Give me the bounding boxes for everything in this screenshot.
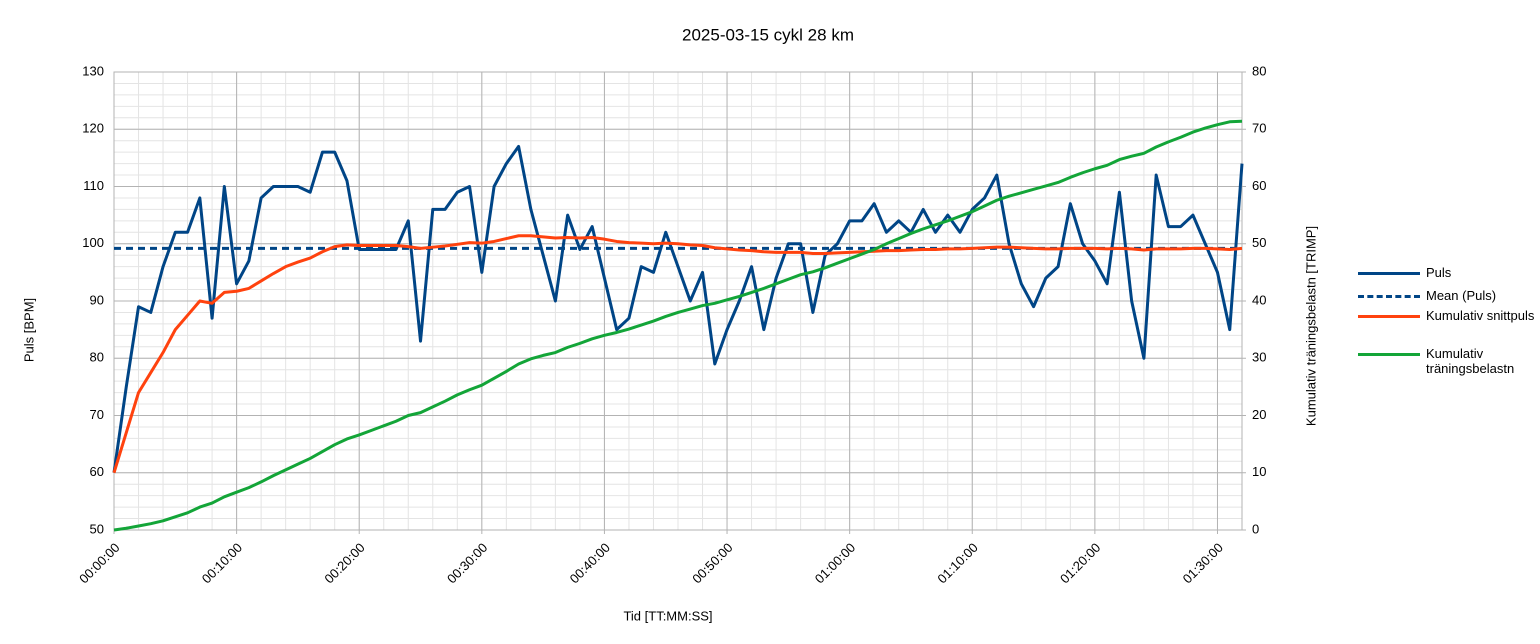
y-axis-label: Puls [BPM] (21, 298, 36, 362)
legend-entry: Kumulativ snittpuls (1358, 308, 1536, 323)
y-tick-label: 60 (90, 464, 104, 479)
y2-tick-label: 10 (1252, 464, 1266, 479)
series-line (112, 234, 1243, 474)
x-tick-label: 00:00:00 (76, 540, 122, 586)
y-tick-label: 70 (90, 407, 104, 422)
y-tick-label: 80 (90, 350, 104, 365)
y2-tick-label: 30 (1252, 350, 1266, 365)
chart-title: 2025-03-15 cykl 28 km (682, 25, 854, 44)
legend-swatch (1358, 315, 1420, 318)
x-tick-label: 01:20:00 (1057, 540, 1103, 586)
x-tick-label: 01:00:00 (812, 540, 858, 586)
legend-label: Kumulativ träningsbelastn (1426, 346, 1515, 376)
x-tick-label: 00:50:00 (689, 540, 735, 586)
x-tick-label: 00:10:00 (199, 540, 245, 586)
x-tick-label: 00:40:00 (567, 540, 613, 586)
x-tick-label: 01:10:00 (934, 540, 980, 586)
y-tick-label: 110 (83, 178, 104, 193)
legend-entry: Mean (Puls) (1358, 288, 1536, 303)
legend-label: Kumulativ snittpuls (1426, 308, 1535, 323)
y-tick-label: 130 (82, 63, 104, 78)
x-tick-label: 01:30:00 (1180, 540, 1226, 586)
legend-label: Mean (Puls) (1426, 288, 1497, 303)
y2-tick-label: 40 (1252, 292, 1266, 307)
y2-tick-label: 60 (1252, 178, 1266, 193)
y-tick-label: 90 (90, 292, 104, 307)
y2-tick-label: 0 (1252, 521, 1259, 536)
y-tick-label: 120 (82, 121, 104, 136)
y2-tick-label: 20 (1252, 407, 1266, 422)
legend-label: Puls (1426, 265, 1452, 280)
x-axis-label: Tid [TT:MM:SS] (623, 608, 712, 623)
series-line (113, 119, 1243, 532)
x-tick-label: 00:30:00 (444, 540, 490, 586)
y-tick-label: 100 (82, 235, 104, 250)
x-tick-label: 00:20:00 (321, 540, 367, 586)
legend-swatch (1358, 353, 1420, 356)
y-tick-label: 50 (90, 521, 104, 536)
y2-tick-label: 80 (1252, 63, 1266, 78)
y2-axis-label: Kumulativ träningsbelastn [TRIMP] (1303, 226, 1318, 426)
legend-swatch (1358, 295, 1420, 298)
plot-frame (113, 71, 1243, 531)
y2-tick-label: 50 (1252, 235, 1266, 250)
legend-entry: Puls (1358, 265, 1536, 280)
series-line (112, 144, 1244, 473)
legend-entry: Kumulativ träningsbelastn (1358, 346, 1536, 376)
legend-swatch (1358, 272, 1420, 275)
y2-tick-label: 70 (1252, 121, 1266, 136)
